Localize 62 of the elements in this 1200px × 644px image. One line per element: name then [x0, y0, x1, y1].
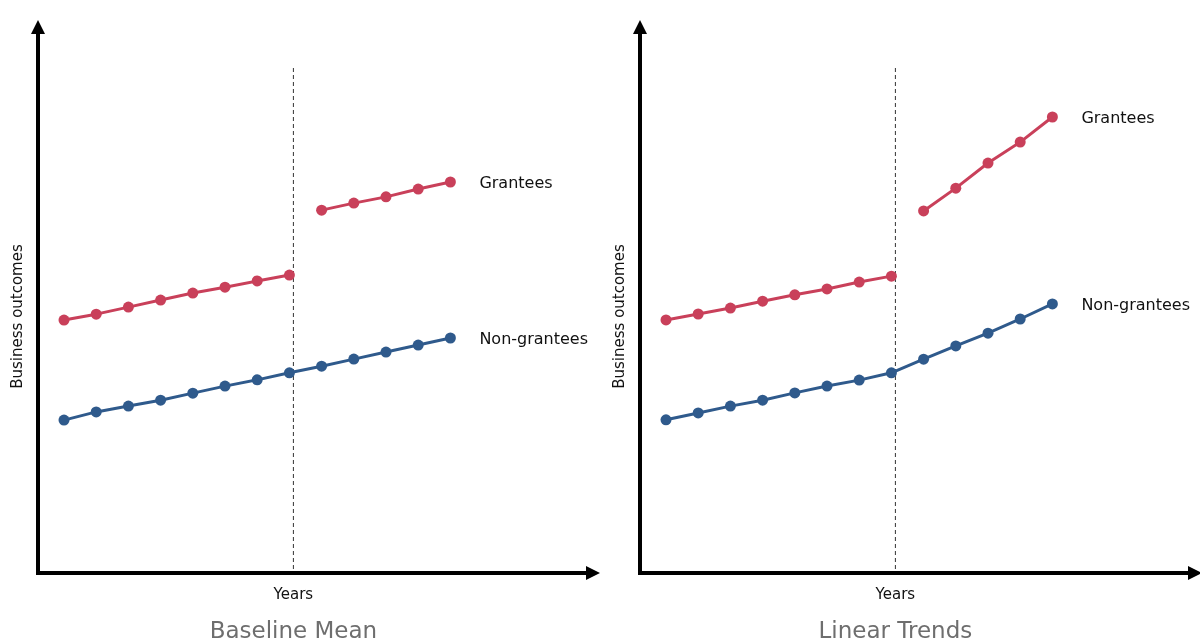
point [692, 308, 704, 320]
point [283, 367, 295, 379]
point [283, 269, 295, 281]
series-label: Grantees [1081, 107, 1155, 127]
point [789, 289, 801, 301]
point [187, 287, 199, 299]
point [155, 294, 167, 306]
point [821, 283, 833, 295]
point [885, 270, 897, 282]
point [219, 281, 231, 293]
x-axis-title: Years [874, 585, 916, 603]
y-axis-title: Business outcomes [610, 244, 628, 389]
point [950, 182, 962, 194]
point [122, 400, 134, 412]
point [885, 367, 897, 379]
text: Baseline Mean [209, 617, 378, 643]
point [853, 276, 865, 288]
point [950, 340, 962, 352]
point [918, 353, 930, 365]
point [1046, 111, 1058, 123]
point [757, 394, 769, 406]
point [444, 332, 456, 344]
point [316, 360, 328, 372]
point [380, 346, 392, 358]
point [692, 407, 704, 419]
series-label: Non-grantees [1081, 294, 1191, 314]
point [251, 374, 263, 386]
point [90, 406, 102, 418]
point [380, 191, 392, 203]
point [316, 204, 328, 216]
point [982, 327, 994, 339]
point [219, 380, 231, 392]
point [660, 414, 672, 426]
point [348, 353, 360, 365]
series-label: Grantees [479, 172, 553, 192]
point [187, 387, 199, 399]
point [853, 374, 865, 386]
point [251, 275, 263, 287]
point [789, 387, 801, 399]
point [821, 380, 833, 392]
x-axis-title: Years [272, 585, 314, 603]
point [412, 183, 424, 195]
point [444, 176, 456, 188]
point [58, 414, 70, 426]
point [660, 314, 672, 326]
point [155, 394, 167, 406]
y-axis-title: Business outcomes [8, 244, 26, 389]
point [348, 197, 360, 209]
point [918, 205, 930, 217]
point [412, 339, 424, 351]
point [1046, 298, 1058, 310]
point [724, 400, 736, 412]
text: Linear Trends [818, 617, 973, 643]
point [122, 301, 134, 313]
point [1014, 136, 1026, 148]
series-label: Non-grantees [479, 328, 589, 348]
point [1014, 313, 1026, 325]
point [58, 314, 70, 326]
point [724, 302, 736, 314]
point [757, 295, 769, 307]
point [90, 308, 102, 320]
point [982, 157, 994, 169]
